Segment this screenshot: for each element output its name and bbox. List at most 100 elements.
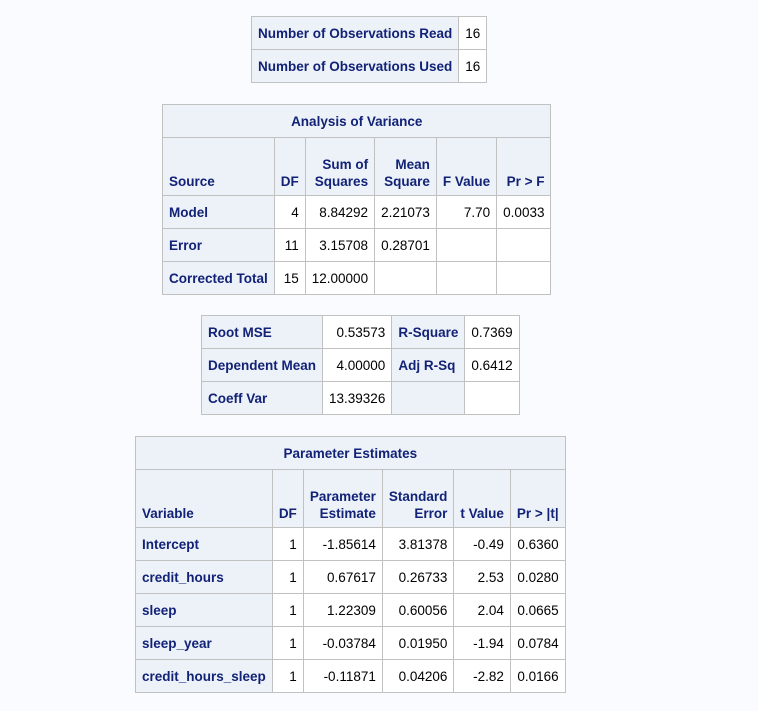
table-title-row: Analysis of Variance [161,104,552,138]
p-cell: 0.0665 [509,593,566,627]
p-cell: 0.0784 [509,626,566,660]
t-cell: -1.94 [453,626,511,660]
df-cell: 15 [273,261,306,295]
stderr-cell: 0.26733 [381,560,455,594]
params-title: Parameter Estimates [135,436,566,470]
table-header-row: Variable DF Parameter Estimate Standard … [135,469,566,528]
p-cell [496,261,552,295]
parameter-estimates-table: Parameter Estimates Variable DF Paramete… [135,436,566,693]
ms-cell [374,261,437,295]
table-header-row: Source DF Sum of Squares Mean Square F V… [162,137,552,196]
table-row: Coeff Var 13.39326 [200,381,520,415]
estimate-cell: 1.22309 [302,593,383,627]
fit-value: 0.6412 [464,348,520,382]
df-cell: 1 [271,659,304,693]
row-label: sleep_year [135,626,273,660]
df-cell: 11 [273,228,306,262]
col-header-df: DF [271,469,304,528]
t-cell: -0.49 [453,527,511,561]
table-row: Error 11 3.15708 0.28701 [162,228,552,262]
estimate-cell: -0.03784 [302,626,383,660]
estimate-cell: -1.85614 [302,527,383,561]
row-label: credit_hours_sleep [135,659,273,693]
ss-cell: 8.84292 [304,195,376,229]
obs-read-value: 16 [458,16,488,50]
row-label: sleep [135,593,273,627]
fit-value: 13.39326 [322,381,393,415]
p-cell: 0.0166 [509,659,566,693]
anova-table: Analysis of Variance Source DF Sum of Sq… [161,104,552,295]
col-header-se-line1: Standard [388,489,448,504]
col-header-t-value: t Value [453,469,511,528]
ms-cell: 2.21073 [374,195,437,229]
t-cell: -2.82 [453,659,511,693]
col-header-standard-error: Standard Error [381,469,455,528]
f-cell [435,261,498,295]
col-header-ss-line2: Squares [314,174,369,189]
col-header-se-line2: Error [414,506,448,521]
estimate-cell: 0.67617 [302,560,383,594]
df-cell: 1 [271,527,304,561]
p-cell: 0.0033 [496,195,552,229]
table-row: Corrected Total 15 12.00000 [162,261,552,295]
row-label: Corrected Total [162,261,275,295]
fit-value: 0.53573 [322,315,393,349]
col-header-df: DF [273,137,306,196]
obs-used-label: Number of Observations Used [250,49,460,83]
stderr-cell: 0.60056 [381,593,455,627]
fit-statistics-table: Root MSE 0.53573 R-Square 0.7369 Depende… [200,315,520,415]
col-header-mean-square: Mean Square [374,137,437,196]
df-cell: 1 [271,626,304,660]
observations-table: Number of Observations Read 16 Number of… [250,16,488,83]
fit-value: 4.00000 [322,348,393,382]
row-label: Model [162,195,275,229]
ss-cell: 3.15708 [304,228,376,262]
fit-label [391,381,466,415]
fit-value [464,381,520,415]
col-header-ms-line1: Mean [395,157,430,172]
col-header-variable: Variable [135,469,273,528]
row-label: Intercept [135,527,273,561]
col-header-ms-line2: Square [384,174,430,189]
obs-used-value: 16 [458,49,488,83]
table-row: sleep 1 1.22309 0.60056 2.04 0.0665 [135,593,566,627]
ss-cell: 12.00000 [304,261,376,295]
df-cell: 1 [271,560,304,594]
table-row: Dependent Mean 4.00000 Adj R-Sq 0.6412 [200,348,520,382]
col-header-sum-of-squares: Sum of Squares [304,137,376,196]
stderr-cell: 3.81378 [381,527,455,561]
p-cell: 0.6360 [509,527,566,561]
table-row: credit_hours 1 0.67617 0.26733 2.53 0.02… [135,560,566,594]
row-label: credit_hours [135,560,273,594]
col-header-ss-line1: Sum of [322,157,369,172]
table-row: Model 4 8.84292 2.21073 7.70 0.0033 [162,195,552,229]
stderr-cell: 0.01950 [381,626,455,660]
ms-cell: 0.28701 [374,228,437,262]
col-header-parameter-estimate: Parameter Estimate [302,469,383,528]
stderr-cell: 0.04206 [381,659,455,693]
table-row: sleep_year 1 -0.03784 0.01950 -1.94 0.07… [135,626,566,660]
col-header-est-line2: Estimate [319,506,376,521]
table-row: Number of Observations Read 16 [250,16,488,50]
fit-label: Root MSE [200,315,324,349]
f-cell: 7.70 [435,195,498,229]
table-row: Number of Observations Used 16 [250,49,488,83]
df-cell: 1 [271,593,304,627]
table-title-row: Parameter Estimates [135,436,566,470]
fit-label: Coeff Var [200,381,324,415]
fit-label: R-Square [391,315,466,349]
col-header-pr-t: Pr > |t| [509,469,566,528]
p-cell [496,228,552,262]
table-row: Root MSE 0.53573 R-Square 0.7369 [200,315,520,349]
fit-value: 0.7369 [464,315,520,349]
t-cell: 2.53 [453,560,511,594]
t-cell: 2.04 [453,593,511,627]
table-row: credit_hours_sleep 1 -0.11871 0.04206 -2… [135,659,566,693]
estimate-cell: -0.11871 [302,659,383,693]
fit-label: Adj R-Sq [391,348,466,382]
table-row: Intercept 1 -1.85614 3.81378 -0.49 0.636… [135,527,566,561]
f-cell [435,228,498,262]
p-cell: 0.0280 [509,560,566,594]
col-header-f-value: F Value [435,137,498,196]
anova-title: Analysis of Variance [161,104,552,138]
